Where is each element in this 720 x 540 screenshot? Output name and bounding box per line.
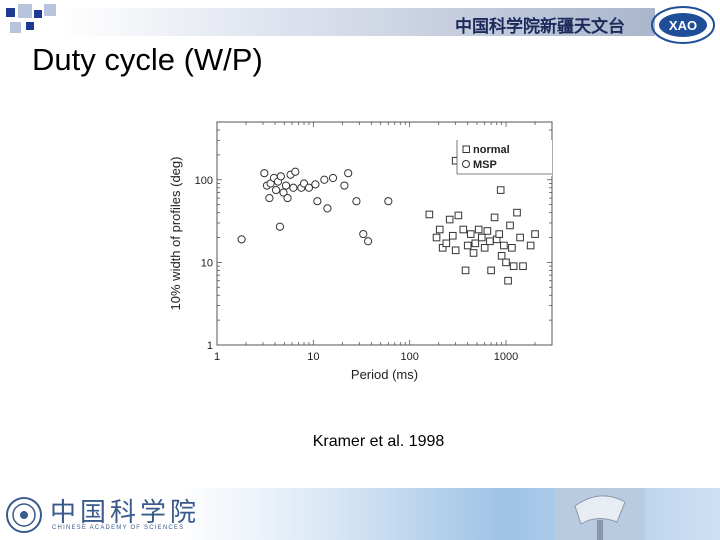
radio-telescope-icon	[555, 488, 645, 540]
x-tick-label: 1000	[494, 351, 518, 363]
y-axis-label: 10% width of profiles (deg)	[168, 157, 183, 311]
msp-point	[283, 193, 292, 203]
footer-org-name-en: CHINESE ACADEMY OF SCIENCES	[52, 525, 185, 531]
normal-point	[519, 262, 527, 270]
msp-point	[340, 181, 349, 190]
slide-title: Duty cycle (W/P)	[32, 42, 263, 77]
scatter-chart: 1 10 100 1000 1 10 100 Period (ms) 10% width of …	[168, 121, 553, 382]
normal-point	[474, 225, 483, 234]
msp-point	[384, 197, 393, 206]
decorative-squares	[0, 0, 60, 40]
normal-point	[432, 233, 441, 242]
normal-point	[454, 211, 463, 220]
deco-square	[18, 4, 32, 18]
normal-point	[451, 246, 460, 255]
xao-logo: XAO	[651, 6, 715, 44]
normal-point	[502, 258, 510, 267]
msp-point	[311, 180, 320, 189]
normal-point	[490, 213, 499, 222]
normal-point	[466, 230, 475, 238]
normal-point	[487, 266, 495, 275]
normal-point	[495, 230, 504, 238]
normal-point	[463, 241, 472, 250]
normal-point	[459, 225, 468, 234]
msp-point	[276, 172, 285, 181]
normal-point	[531, 230, 539, 238]
figure-caption: Kramer et al. 1998	[312, 433, 445, 450]
normal-point	[480, 244, 489, 252]
normal-point	[469, 249, 478, 257]
normal-point	[509, 262, 518, 270]
msp-point	[265, 193, 274, 203]
legend-label-msp: MSP	[473, 159, 497, 171]
msp-point	[237, 235, 246, 244]
org-title: 中国科学院新疆天文台	[455, 17, 625, 37]
normal-point	[442, 239, 451, 248]
deco-square	[44, 4, 56, 16]
msp-point	[320, 175, 329, 184]
deco-square	[6, 8, 15, 17]
msp-point	[359, 229, 368, 239]
msp-point	[275, 222, 285, 231]
legend-label-normal: normal	[473, 144, 510, 156]
footer-org-name: 中国科学院	[50, 498, 201, 528]
msp-point	[313, 197, 322, 206]
normal-point	[513, 208, 521, 217]
legend-marker-normal	[462, 145, 470, 153]
msp-point	[289, 183, 298, 192]
normal-point	[448, 231, 457, 240]
deco-square	[10, 22, 21, 33]
deco-square	[34, 10, 42, 18]
x-tick-label: 100	[401, 351, 419, 363]
x-axis-label: Period (ms)	[351, 367, 418, 382]
x-tick-label: 1	[214, 351, 220, 363]
normal-point	[486, 237, 494, 246]
normal-point	[471, 239, 480, 248]
msp-point	[328, 173, 338, 183]
msp-point	[279, 188, 288, 197]
normal-point	[506, 221, 514, 230]
normal-point	[425, 210, 434, 219]
msp-point	[323, 204, 332, 213]
y-tick-label: 10	[201, 257, 213, 269]
normal-point	[497, 252, 506, 260]
y-tick-label: 1	[207, 340, 213, 352]
msp-point	[304, 183, 314, 192]
normal-point	[477, 233, 486, 242]
msp-point	[363, 237, 373, 246]
msp-point	[271, 185, 281, 195]
legend-box	[457, 140, 552, 176]
normal-point	[483, 227, 492, 235]
header-bar	[60, 8, 655, 36]
msp-point	[352, 197, 361, 206]
normal-point	[435, 225, 444, 234]
msp-point	[281, 181, 291, 190]
normal-point	[445, 215, 454, 224]
normal-point	[516, 233, 524, 242]
legend-marker-msp	[462, 160, 470, 168]
normal-point	[504, 276, 512, 285]
normal-point	[461, 266, 470, 275]
normal-point	[500, 241, 508, 250]
msp-point	[344, 169, 353, 178]
normal-point	[508, 244, 516, 252]
normal-point	[496, 186, 505, 194]
normal-point	[526, 241, 535, 250]
msp-point	[291, 167, 300, 176]
deco-square	[26, 22, 34, 30]
cas-seal-icon	[6, 497, 42, 533]
x-tick-label: 10	[307, 351, 319, 363]
logo-text: XAO	[669, 18, 697, 33]
msp-point	[260, 169, 269, 178]
y-tick-label: 100	[195, 175, 213, 187]
plot-frame	[216, 121, 553, 346]
